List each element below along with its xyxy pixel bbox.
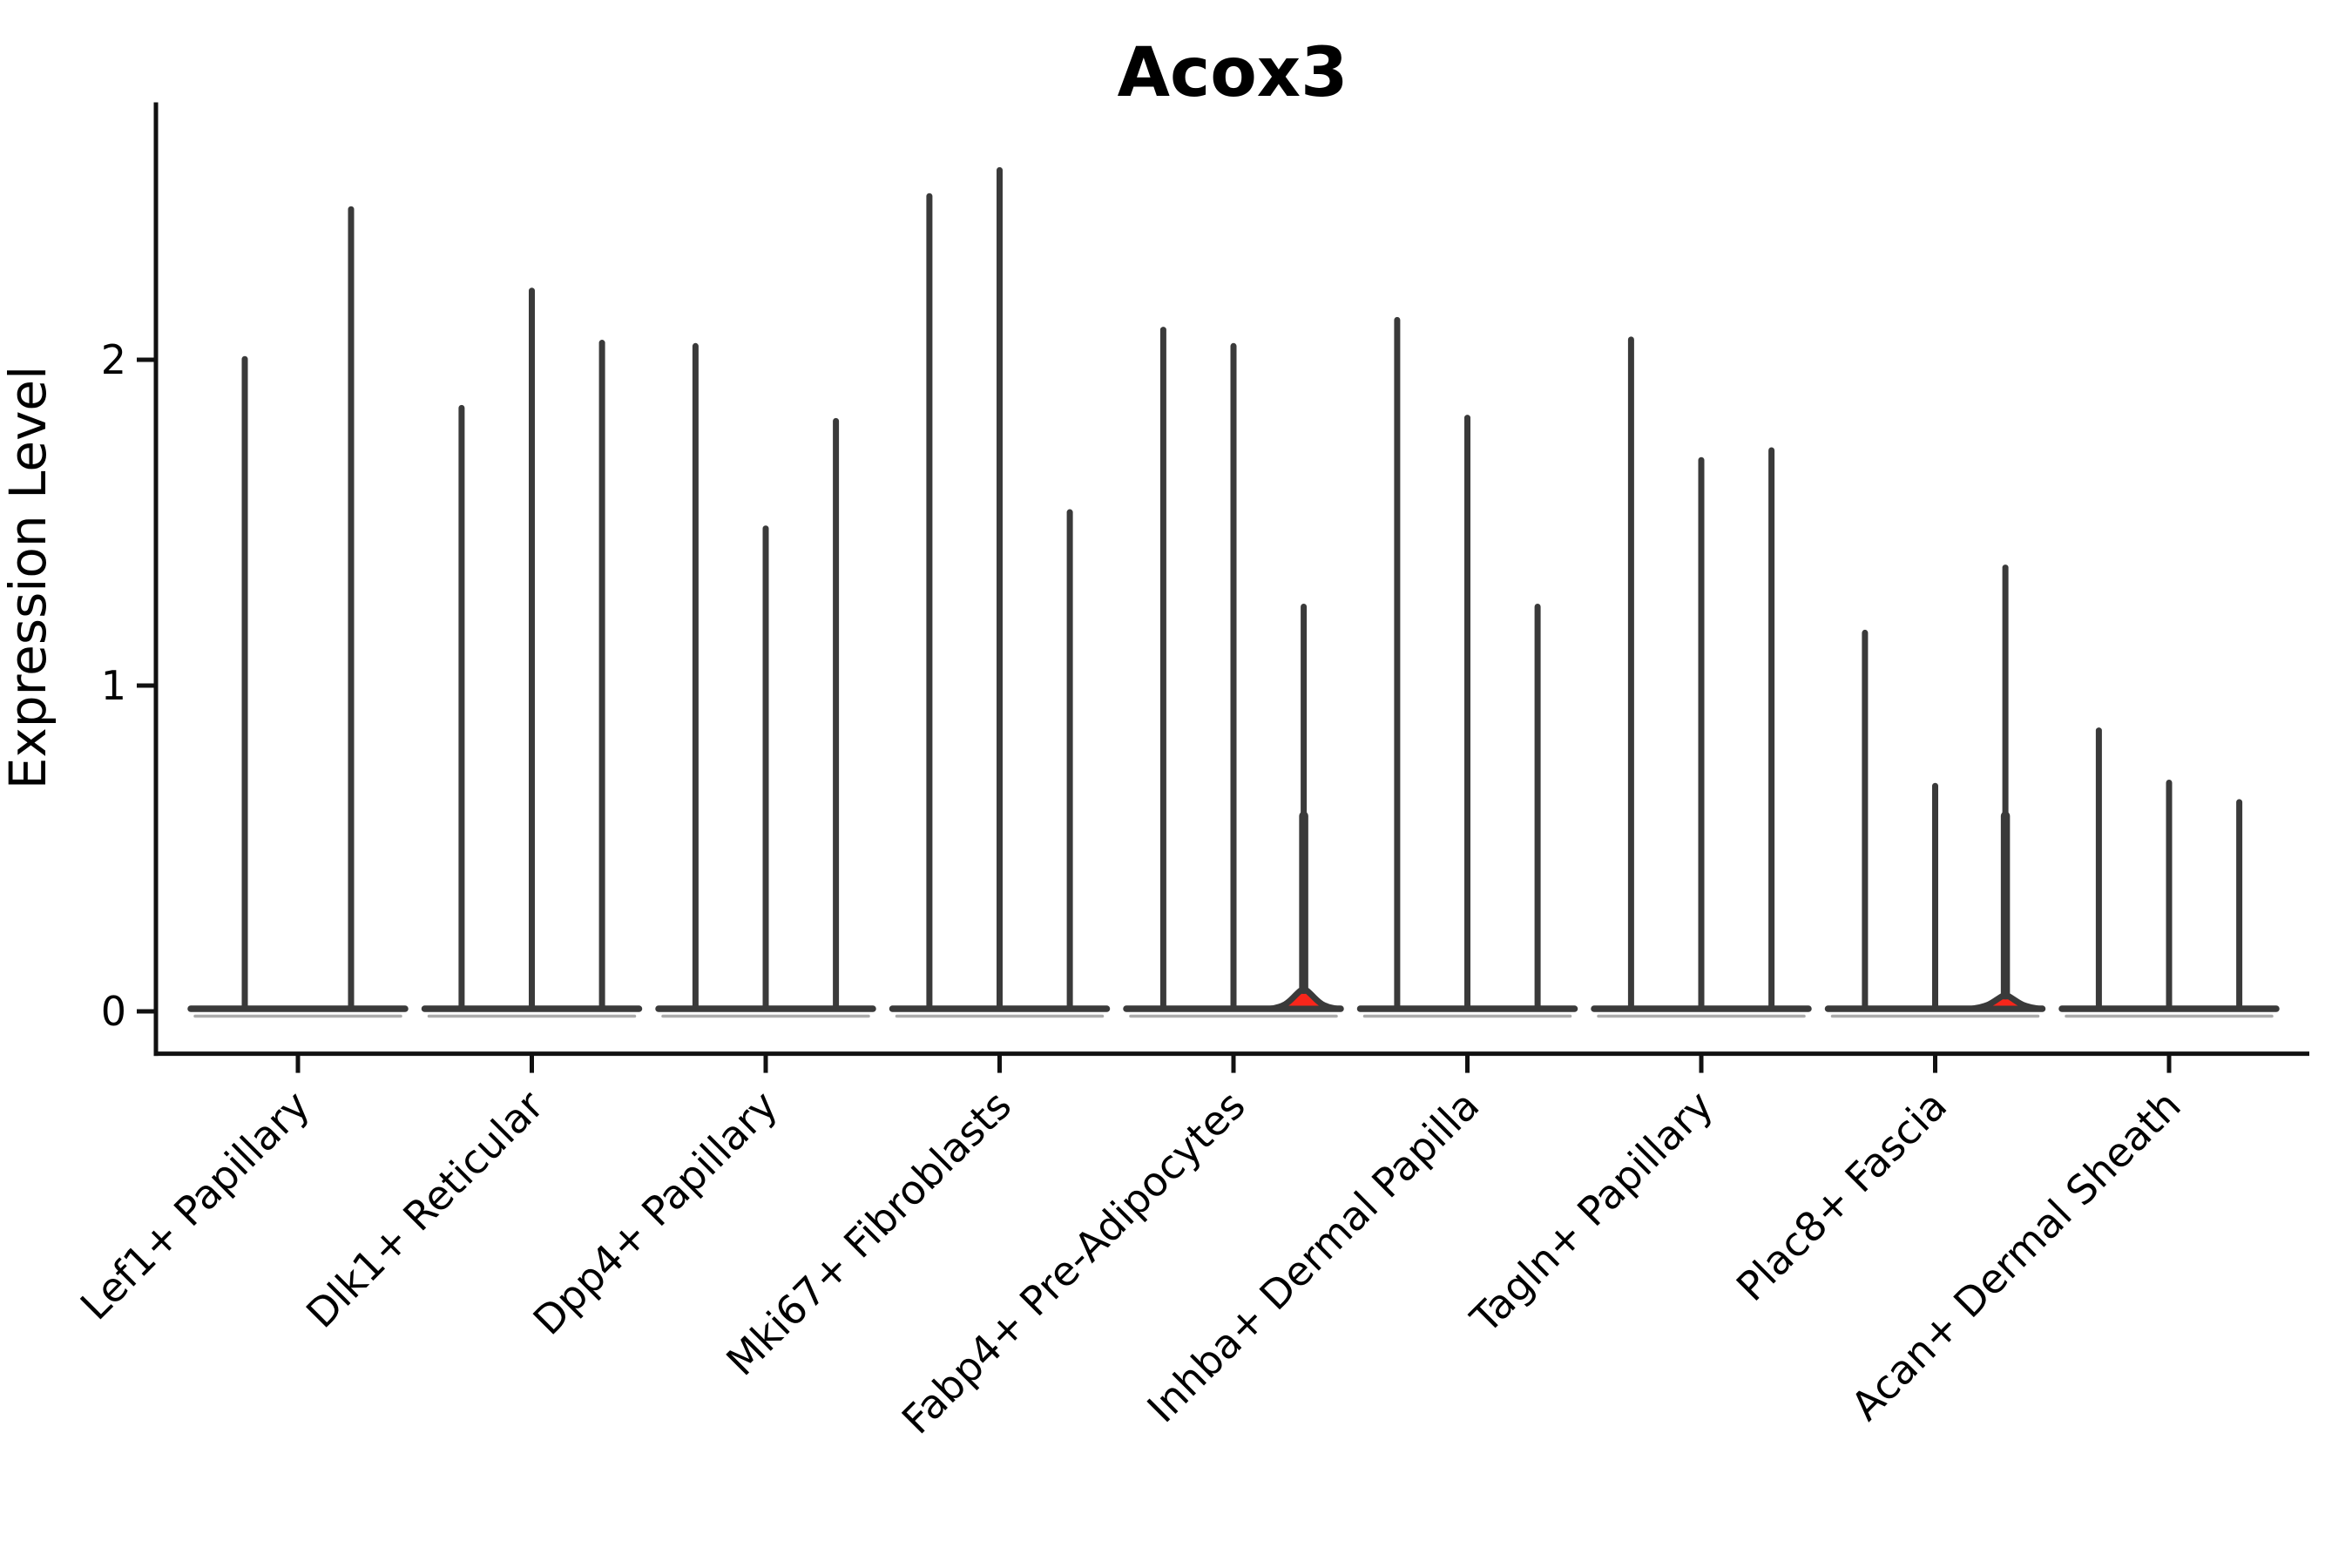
y-tick-label: 2 bbox=[101, 336, 126, 383]
x-tick-label: Lef1+ Papillary bbox=[71, 1082, 319, 1329]
violins bbox=[187, 166, 2280, 1018]
y-tick-label: 1 bbox=[101, 662, 126, 709]
chart-title: Acox3 bbox=[1118, 34, 1348, 112]
y-axis-label: Expression Level bbox=[0, 366, 57, 789]
x-tick-label: Dlk1+ Reticular bbox=[297, 1082, 552, 1337]
y-tick-label: 0 bbox=[101, 988, 126, 1035]
axes bbox=[137, 102, 2309, 1073]
x-tick-label: Tagln+ Papillary bbox=[1461, 1082, 1722, 1343]
x-tick-label: Dpp4+ Papillary bbox=[524, 1082, 787, 1344]
x-tick-label: Plac8+ Fascia bbox=[1727, 1082, 1956, 1310]
